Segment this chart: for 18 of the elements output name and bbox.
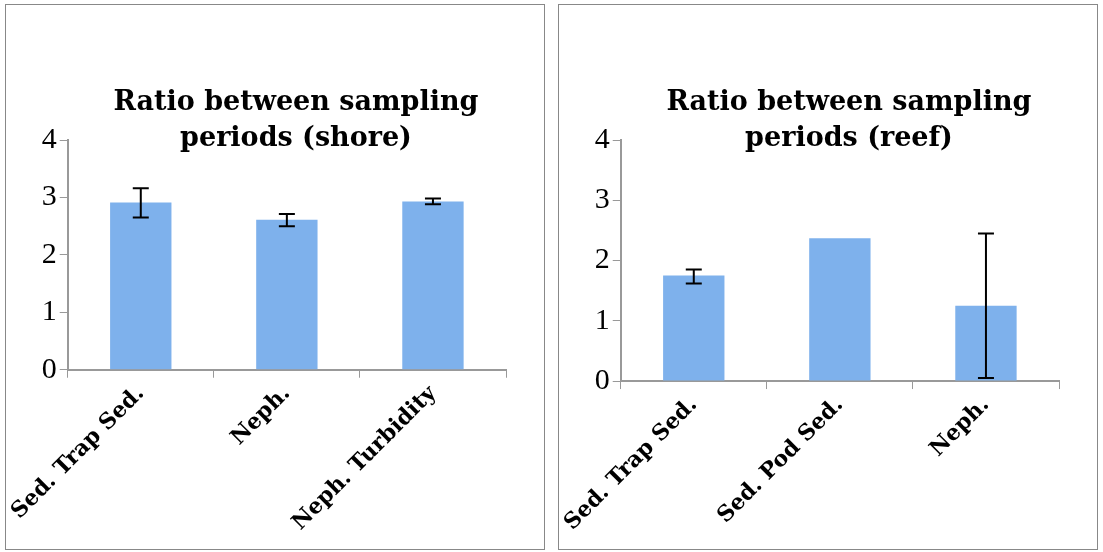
- y-tick-label: 2: [41, 235, 57, 269]
- y-tick-label: 3: [41, 178, 57, 212]
- y-tick-label: 2: [594, 241, 610, 275]
- chart-title: Ratio between sampling periods (reef): [665, 84, 1033, 154]
- y-tick-label: 4: [594, 120, 610, 154]
- y-tick-label: 4: [41, 120, 57, 154]
- bar: [110, 202, 172, 370]
- y-tick-label: 3: [594, 181, 610, 215]
- bar: [256, 219, 318, 370]
- y-tick-label: 0: [594, 361, 610, 395]
- chart-title: Ratio between sampling periods (shore): [112, 84, 480, 154]
- bar: [663, 275, 725, 381]
- y-tick-label: 0: [41, 350, 57, 384]
- bar: [402, 201, 464, 370]
- y-tick-label: 1: [41, 293, 57, 327]
- bar: [809, 238, 871, 381]
- bar: [955, 305, 1017, 381]
- y-tick-label: 1: [594, 301, 610, 335]
